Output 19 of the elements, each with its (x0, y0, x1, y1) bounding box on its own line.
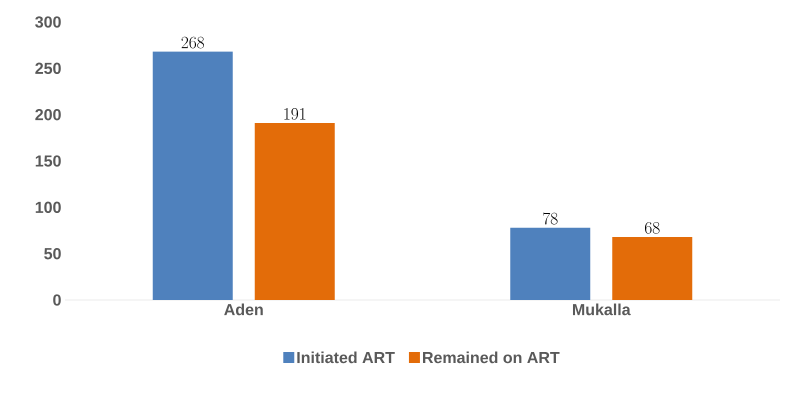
bar (612, 236, 692, 300)
legend-label: Remained on ART (423, 351, 560, 364)
y-tick-label: 200 (35, 109, 61, 120)
data-label: 68 (644, 222, 660, 234)
y-tick-label: 50 (44, 248, 61, 260)
y-tick-label: 150 (36, 155, 61, 167)
bar (152, 52, 233, 300)
x-tick-label: Aden (224, 304, 263, 316)
legend-label: Initiated ART (297, 351, 395, 364)
data-label: 78 (543, 212, 558, 224)
y-tick-label: 300 (35, 16, 61, 28)
x-tick-label: Mukalla (572, 304, 631, 316)
y-tick-label: 0 (53, 294, 61, 306)
y-tick-label: 100 (36, 202, 61, 213)
y-tick-label: 250 (35, 62, 61, 74)
data-label: 268 (182, 36, 204, 48)
bar (254, 123, 335, 300)
bar (510, 228, 590, 300)
data-label: 191 (284, 108, 306, 120)
